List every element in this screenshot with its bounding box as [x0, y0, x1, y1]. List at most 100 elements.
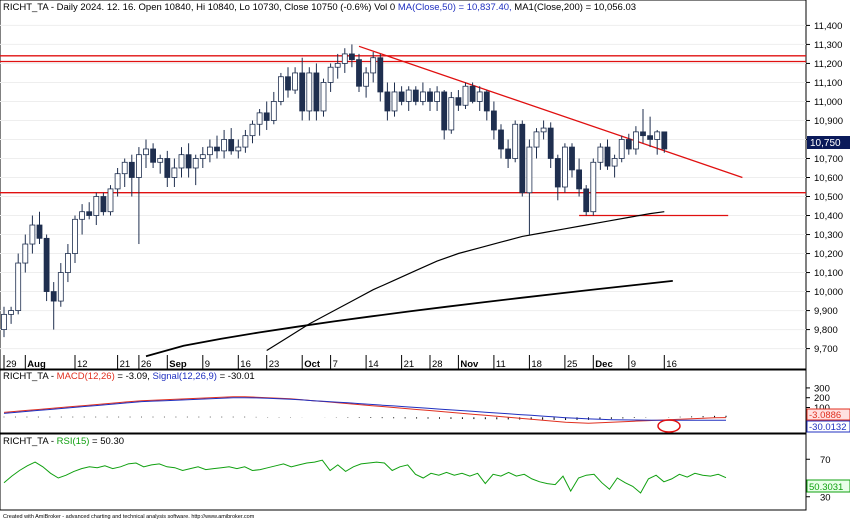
candle-body [93, 196, 100, 216]
macd-tick-label: 200 [814, 393, 830, 404]
downtrend-line [358, 45, 743, 179]
svg-text:RICHT_TA - MACD(12,26) = -3.09: RICHT_TA - MACD(12,26) = -3.09, Signal(1… [3, 371, 255, 382]
ma200-label: MA1(Close,200) = 10,056.03 [512, 2, 636, 13]
price-tick-label: 9,700 [814, 344, 838, 355]
date-tick-label: 16 [240, 359, 251, 370]
candle-body [334, 63, 341, 68]
candle-body [576, 169, 582, 190]
price-tick-label: 11,000 [814, 97, 842, 108]
candle-body [320, 82, 327, 112]
signal-line [3, 397, 726, 421]
candle-body [533, 131, 540, 148]
candle-body [29, 224, 36, 245]
candle-body [363, 72, 370, 87]
candle-body [57, 272, 64, 302]
signal-label: Signal(12,26,9) [153, 371, 217, 382]
candle-body [327, 66, 334, 83]
candle-body [221, 139, 228, 152]
candle-body [498, 129, 504, 150]
price-tick-label: 10,400 [814, 211, 843, 222]
candle-body [171, 167, 178, 178]
last-price-tag: 10,750 [807, 136, 850, 149]
candle-body [490, 110, 497, 131]
candle-body [569, 146, 575, 171]
candle-body [483, 91, 490, 112]
candle-body [178, 154, 185, 169]
candle-body [100, 196, 107, 213]
candle-body [185, 154, 192, 169]
candlestick-series [1, 44, 668, 338]
candle-body [519, 123, 526, 194]
candle-body [377, 57, 384, 93]
rsi-panel-frame [0, 433, 807, 511]
candle-body [434, 91, 441, 102]
price-tick-label: 10,900 [814, 116, 843, 127]
candle-body [157, 158, 164, 163]
footer-credit: Created with AmiBroker - advanced charti… [3, 514, 255, 520]
date-tick-label: 16 [666, 359, 677, 370]
candle-body [135, 154, 142, 178]
price-tick-label: 10,600 [814, 173, 843, 184]
candle-body [150, 148, 157, 163]
rsi-panel[interactable]: 30 70 RICHT_TA - RSI(15) = 50.30 50.3031 [0, 433, 850, 511]
candle-body [462, 85, 469, 106]
date-tick-label: 23 [269, 359, 280, 370]
ma50-label: MA(Close,50) = 10,837.40, [398, 2, 512, 13]
candle-body [476, 91, 483, 102]
crossover-highlight [657, 419, 681, 433]
candle-body [505, 148, 512, 159]
candle-body [583, 188, 590, 213]
macd-panel[interactable]: -1000100200300 RICHT_TA - MACD(12,26) = … [0, 369, 850, 434]
date-tick-label: Oct [304, 359, 321, 370]
candle-body [384, 91, 391, 112]
candle-body [256, 112, 263, 125]
date-tick-label: 26 [141, 359, 152, 370]
price-tick-label: 10,100 [814, 268, 843, 279]
candle-body [43, 237, 50, 292]
rsi-line [3, 459, 727, 494]
price-panel[interactable]: 9,700 9,800 9,900 10,000 10,100 10,200 10,300 1… [0, 0, 850, 370]
macd-line [3, 396, 727, 424]
candle-body [36, 224, 43, 239]
candle-body [107, 188, 114, 213]
date-tick-label: Dec [595, 359, 612, 370]
candle-body [22, 243, 29, 264]
rsi-axis: 30 70 [806, 455, 831, 503]
candle-body [292, 72, 299, 91]
moving-averages [145, 211, 673, 358]
date-axis: 29 Aug 12 21 26 Sep 9 16 23 Oct 7 14 21 28 Nov 11 18 25 De… [3, 355, 677, 370]
date-tick-label: 21 [120, 359, 131, 370]
rsi-value: = 50.30 [89, 436, 124, 447]
rsi-value-tag-text: 50.3031 [809, 482, 843, 493]
candle-body [242, 135, 249, 148]
candle-body [398, 91, 405, 102]
date-tick-label: Sep [169, 359, 187, 370]
candle-body [79, 211, 85, 220]
candle-body [597, 146, 604, 163]
candle-body [526, 146, 533, 194]
candle-body [604, 146, 611, 167]
date-tick-label: 11 [496, 359, 506, 370]
candle-body [206, 146, 213, 156]
candle-body [391, 91, 398, 112]
date-tick-label: 7 [333, 359, 338, 370]
candle-body [1, 313, 7, 330]
macd-value-tag [806, 408, 850, 421]
candle-body [249, 123, 256, 137]
support-resistance-lines[interactable] [0, 45, 806, 217]
ma50-line [266, 211, 665, 352]
price-tick-label: 10,700 [814, 154, 843, 165]
candle-body [427, 91, 433, 102]
candle-body [640, 131, 646, 137]
date-tick-label: 14 [368, 359, 379, 370]
price-header: RICHT_TA - Daily 2024. 12. 16. Open 1084… [3, 2, 636, 13]
date-tick-label: 28 [432, 359, 443, 370]
signal-value-tag-text: -30.0132 [809, 422, 847, 433]
svg-text:RICHT_TA - Daily 2024. 12. 16.: RICHT_TA - Daily 2024. 12. 16. Open 1084… [3, 2, 636, 13]
candle-body [412, 89, 419, 102]
candle-body [121, 161, 128, 175]
candle-body [590, 161, 597, 213]
candle-body [469, 85, 476, 102]
candle-body [313, 72, 320, 112]
